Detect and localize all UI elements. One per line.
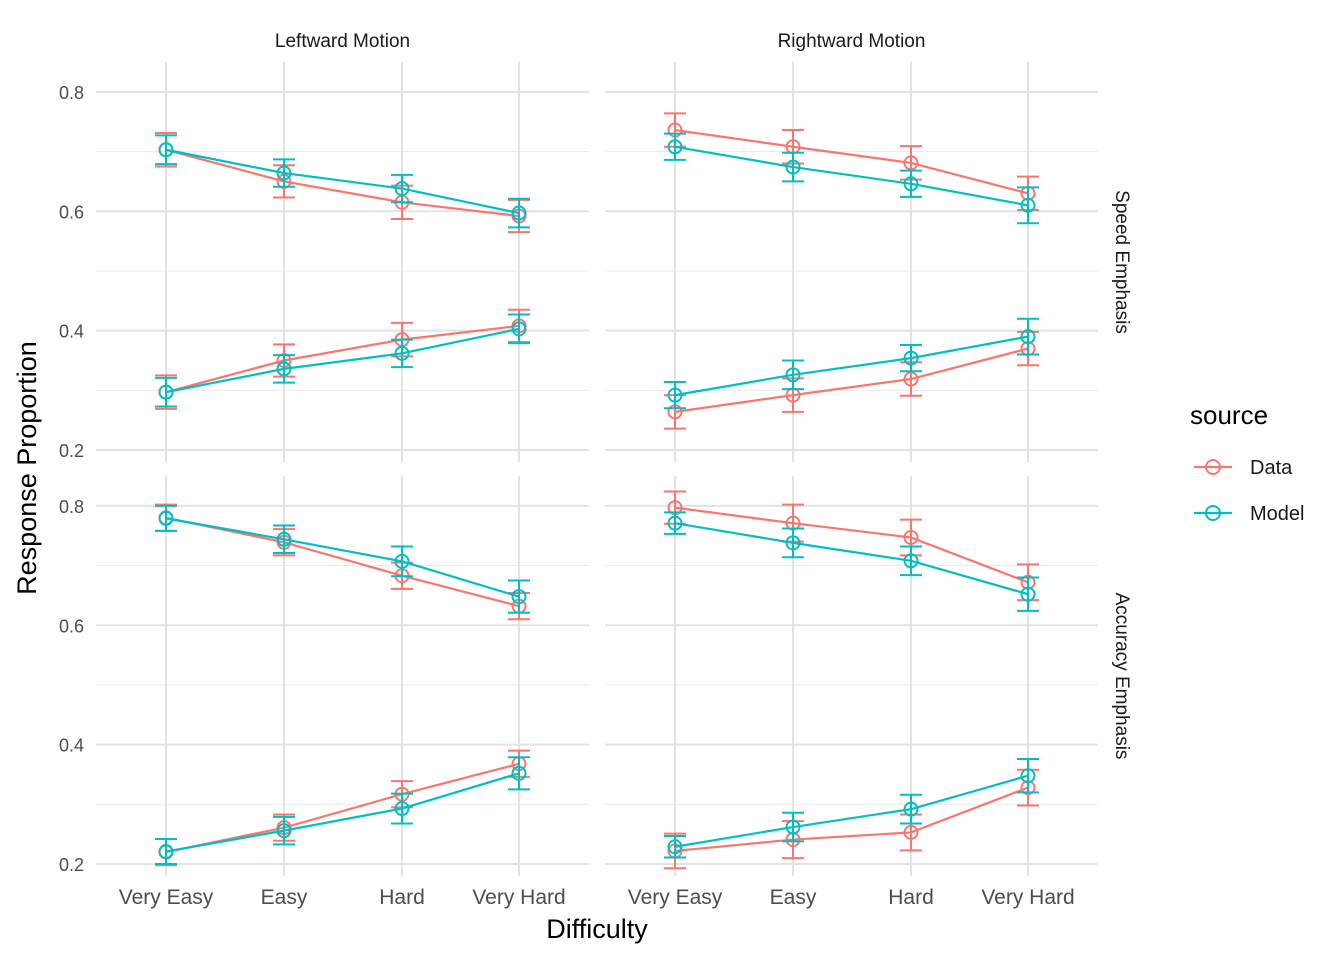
data-point-model	[1020, 197, 1036, 213]
series-line-model	[165, 327, 520, 394]
data-point-model	[394, 345, 410, 361]
facet-label-row: Speed Emphasis	[1111, 190, 1132, 334]
series-line-data	[674, 506, 1029, 584]
data-point-data	[903, 824, 919, 840]
data-point-model	[158, 844, 174, 860]
facet-label-row: Accuracy Emphasis	[1111, 593, 1132, 760]
data-point-model	[394, 801, 410, 817]
data-point-model	[158, 142, 174, 158]
x-tick-label: Very Easy	[119, 886, 214, 909]
data-point-model	[785, 159, 801, 175]
y-tick-label: 0.4	[59, 736, 84, 756]
data-point-model	[1020, 329, 1036, 345]
y-tick-label: 0.8	[59, 83, 84, 103]
data-point-model	[511, 589, 527, 605]
grid-layer	[96, 62, 1098, 876]
series-line-model	[165, 148, 520, 215]
data-point-model	[511, 321, 527, 337]
series-line-data	[165, 148, 520, 218]
data-point-model	[667, 387, 683, 403]
data-point-model	[903, 350, 919, 366]
x-tick-label: Very Easy	[628, 886, 723, 909]
data-point-model	[785, 367, 801, 383]
data-point-model	[903, 801, 919, 817]
data-point-data	[903, 529, 919, 545]
data-point-data	[903, 155, 919, 171]
y-tick-label: 0.2	[59, 855, 84, 875]
data-point-model	[276, 531, 292, 547]
x-tick-label: Very Hard	[472, 886, 565, 909]
data-point-model	[276, 165, 292, 181]
x-tick-label: Easy	[261, 886, 308, 909]
series-line-model	[165, 772, 520, 853]
data-point-model	[276, 823, 292, 839]
series-line-data	[674, 128, 1029, 195]
data-point-model	[903, 176, 919, 192]
legend-item-data: Data	[1194, 457, 1293, 479]
legend-key-model-marker	[1205, 505, 1221, 521]
series-line-data	[165, 516, 520, 608]
y-tick-label: 0.8	[59, 497, 84, 517]
series-line-data	[165, 762, 520, 854]
y-tick-label: 0.6	[59, 202, 84, 222]
data-point-model	[785, 819, 801, 835]
data-point-data	[903, 371, 919, 387]
legend-label-model: Model	[1250, 503, 1304, 525]
label-layer: 0.2 0.4 0.6 0.8 0.2 0.4 0.6 0.8 Very Easy Easy Har…	[59, 31, 1132, 909]
data-point-model	[1020, 586, 1036, 602]
legend-title: source	[1190, 400, 1268, 430]
legend-key-data-marker	[1205, 459, 1221, 475]
y-axis-title: Response Proportion	[12, 341, 42, 595]
data-point-model	[903, 553, 919, 569]
data-point-model	[158, 510, 174, 526]
data-point-model	[1020, 768, 1036, 784]
y-tick-label: 0.2	[59, 441, 84, 461]
data-point-model	[667, 139, 683, 155]
series-line-model	[674, 774, 1029, 848]
legend-label-data: Data	[1250, 457, 1293, 479]
series-layer	[155, 112, 1039, 870]
data-point-model	[667, 515, 683, 531]
y-tick-label: 0.4	[59, 322, 84, 342]
x-axis-title: Difficulty	[546, 914, 648, 944]
data-point-model	[276, 361, 292, 377]
facet-label-column: Leftward Motion	[275, 31, 410, 52]
series-line-data	[165, 324, 520, 394]
series-line-model	[165, 517, 520, 598]
legend-item-model: Model	[1194, 503, 1304, 525]
data-point-model	[394, 553, 410, 569]
series-line-model	[674, 335, 1029, 397]
x-tick-label: Hard	[379, 886, 425, 909]
x-tick-label: Very Hard	[981, 886, 1074, 909]
data-point-model	[511, 765, 527, 781]
data-point-model	[667, 839, 683, 855]
data-point-model	[785, 535, 801, 551]
x-tick-label: Easy	[770, 886, 817, 909]
data-point-model	[394, 181, 410, 197]
series-line-data	[674, 786, 1029, 853]
facet-label-column: Rightward Motion	[778, 31, 926, 52]
data-point-model	[158, 384, 174, 400]
legend: source Data Model	[1190, 400, 1304, 525]
series-line-model	[674, 145, 1029, 207]
x-tick-label: Hard	[888, 886, 934, 909]
series-line-data	[674, 347, 1029, 413]
y-tick-label: 0.6	[59, 616, 84, 636]
data-point-model	[511, 205, 527, 221]
series-line-model	[674, 522, 1029, 596]
